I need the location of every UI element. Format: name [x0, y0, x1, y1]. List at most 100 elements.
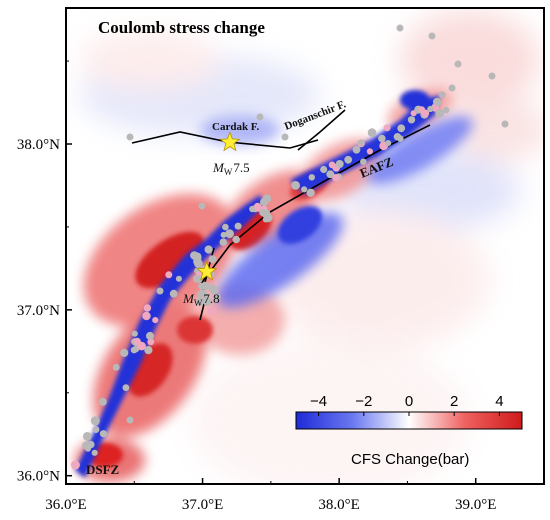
aftershock-dot — [232, 235, 240, 244]
aftershock-dot — [335, 160, 344, 168]
epicenter-markers — [196, 131, 241, 281]
aftershock-dot — [427, 105, 434, 113]
aftershock-dot — [357, 139, 365, 146]
aftershock-dot — [198, 202, 206, 210]
aftershock-dot — [344, 155, 353, 164]
zone-label-dsfz: DSFZ — [86, 462, 120, 477]
aftershock-dot — [352, 145, 361, 154]
aftershock-dot — [142, 311, 151, 321]
aftershock-dot — [84, 445, 92, 452]
aftershock-dot — [488, 72, 496, 80]
x-tick-label: 38.0°E — [318, 497, 359, 513]
aftershock-dot — [198, 282, 205, 290]
aftershock-dot — [112, 363, 120, 371]
aftershock-dot — [308, 174, 315, 181]
aftershock-dot — [360, 158, 367, 165]
aftershock-dot — [152, 317, 159, 324]
fault-label-cardak: Cardak F. — [212, 121, 260, 133]
aftershock-dot — [454, 60, 462, 68]
aftershock-dot — [82, 432, 92, 441]
aftershock-dot — [193, 257, 201, 266]
aftershock-dot — [144, 346, 153, 355]
aftershock-dot — [207, 306, 216, 315]
doganschir-fault-line — [297, 109, 346, 151]
colorbar: −4 −2 0 2 4 CFS Change(bar) — [295, 393, 523, 468]
aftershock-dot — [256, 113, 264, 121]
aftershock-dot — [175, 275, 182, 282]
aftershock-dot — [301, 186, 308, 193]
aftershock-dot — [326, 170, 335, 179]
aftershock-dot — [143, 304, 152, 312]
colorbar-tick-label: 2 — [450, 393, 458, 410]
aftershock-dot — [220, 231, 227, 238]
aftershock-dot — [407, 116, 416, 124]
aftershock-dot — [439, 91, 446, 99]
aftershock-dot — [428, 32, 436, 40]
aftershock-dot — [281, 133, 289, 141]
aftershock-dot — [126, 416, 134, 424]
aftershock-dot — [432, 97, 442, 107]
aftershock-dot — [332, 174, 340, 182]
aftershock-dot — [98, 397, 107, 406]
colorbar-tick-label: 0 — [405, 393, 413, 410]
aftershock-dot — [396, 135, 404, 142]
aftershock-dot — [385, 140, 392, 147]
aftershock-dot — [197, 291, 204, 298]
aftershock-dot — [448, 84, 456, 92]
aftershock-dot — [261, 209, 271, 219]
aftershock-dot — [367, 128, 377, 137]
y-tick-label: 37.0°N — [17, 303, 60, 319]
x-axis: 36.0°E 37.0°E 38.0°E 39.0°E — [45, 478, 496, 513]
magnitude-label-mw78: MW7.8 — [182, 291, 220, 308]
aftershock-dot — [234, 222, 242, 230]
aftershock-dot — [378, 134, 386, 143]
magnitude-label-mw75: MW7.5 — [212, 160, 250, 177]
aftershock-dot — [147, 338, 155, 346]
aftershock-dot — [165, 271, 173, 279]
aftershock-dot — [320, 165, 328, 174]
aftershock-dot — [70, 460, 80, 470]
aftershock-dot — [306, 188, 315, 197]
aftershock-dot — [99, 430, 107, 438]
epicenter-star-mw78 — [196, 260, 218, 281]
colorbar-tick-label: −4 — [310, 393, 327, 410]
aftershock-dot — [131, 330, 138, 337]
x-tick-label: 39.0°E — [455, 497, 496, 513]
aftershock-dot — [137, 341, 146, 351]
aftershock-dot — [208, 255, 217, 264]
epicenter-star-mw75 — [219, 131, 241, 152]
aftershock-dot — [208, 284, 218, 294]
aftershock-dot — [262, 194, 272, 204]
aftershock-dot — [366, 148, 373, 155]
aftershock-dot — [396, 24, 404, 32]
aftershock-dot — [203, 297, 212, 306]
aftershock-dot — [130, 346, 138, 354]
aftershock-dot — [442, 106, 450, 114]
aftershock-dot — [156, 287, 164, 295]
aftershock-dot — [213, 293, 221, 301]
stress-field — [66, 8, 544, 484]
map-title: Coulomb stress change — [98, 18, 265, 37]
aftershock-dot — [397, 124, 406, 133]
aftershock-dot — [120, 348, 129, 357]
aftershock-dot — [249, 205, 256, 213]
colorbar-title: CFS Change(bar) — [351, 451, 469, 468]
aftershock-dots — [70, 24, 509, 470]
aftershock-dot — [435, 109, 445, 118]
y-tick-label: 36.0°N — [17, 469, 60, 485]
aftershock-dot — [418, 106, 426, 114]
aftershock-dot — [193, 274, 202, 283]
aftershock-dot — [91, 449, 98, 456]
aftershock-dot — [254, 202, 262, 210]
map-frame — [65, 7, 545, 485]
x-tick-label: 36.0°E — [45, 497, 86, 513]
aftershock-dot — [122, 384, 130, 392]
aftershock-dot — [501, 120, 509, 128]
aftershock-dot — [204, 245, 213, 254]
colorbar-tick-label: 4 — [495, 393, 503, 410]
aftershock-dot — [146, 331, 154, 340]
aftershock-dot — [383, 124, 391, 132]
colorbar-tick-label: −2 — [355, 393, 372, 410]
aftershock-dot — [291, 181, 300, 190]
